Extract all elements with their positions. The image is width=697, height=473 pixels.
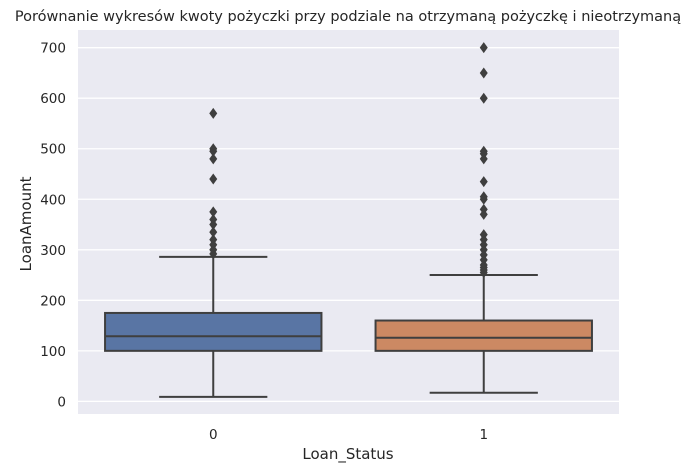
outlier-point — [479, 153, 488, 165]
y-tick-label-600: 600 — [40, 91, 66, 107]
y-tick-label-300: 300 — [40, 243, 66, 259]
plot-area — [78, 30, 619, 414]
outlier-point — [479, 176, 488, 188]
x-tick-label-0: 0 — [209, 427, 218, 443]
x-tick-label-1: 1 — [479, 427, 488, 443]
y-tick-label-500: 500 — [40, 142, 66, 158]
outlier-point — [209, 206, 218, 218]
outlier-point — [209, 107, 218, 119]
outlier-point — [209, 153, 218, 165]
box-iqr — [104, 311, 323, 352]
outlier-point — [209, 248, 218, 260]
box-0 — [104, 107, 323, 398]
y-tick-label-400: 400 — [40, 192, 66, 208]
outlier-point — [479, 42, 488, 54]
y-tick-label-100: 100 — [40, 344, 66, 360]
boxes — [104, 42, 593, 398]
chart-title: Porównanie wykresów kwoty pożyczki przy … — [15, 9, 681, 25]
outlier-point — [479, 193, 488, 205]
y-tick-label-200: 200 — [40, 293, 66, 309]
y-axis-label: LoanAmount — [17, 176, 35, 271]
outlier-point — [479, 67, 488, 79]
y-tick-label-0: 0 — [57, 394, 66, 410]
outlier-point — [479, 208, 488, 220]
outlier-point — [209, 219, 218, 231]
y-tick-labels: 0 100 200 300 400 500 600 700 — [40, 41, 66, 411]
box-iqr — [374, 319, 593, 352]
outlier-point — [479, 267, 488, 279]
x-axis-label: Loan_Status — [302, 445, 393, 464]
outlier-point — [209, 226, 218, 238]
y-tick-label-700: 700 — [40, 41, 66, 57]
outlier-point — [479, 92, 488, 104]
box-1 — [374, 42, 593, 394]
outlier-point — [209, 173, 218, 185]
outlier-point — [209, 145, 218, 157]
